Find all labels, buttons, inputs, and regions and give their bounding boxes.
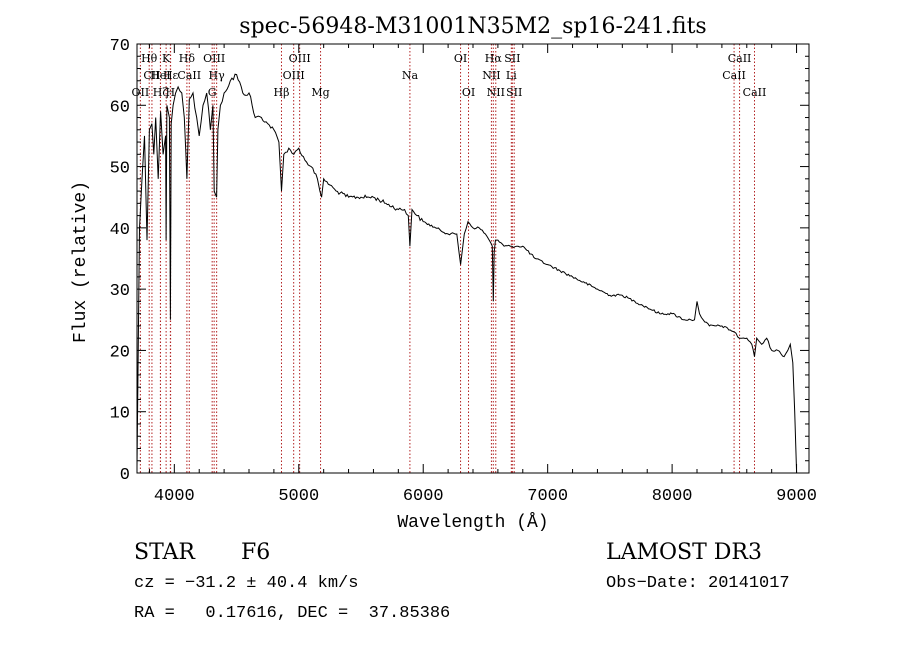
spectral-line-label: OI [454, 52, 467, 65]
x-tick-label: 9000 [776, 487, 817, 506]
plot-frame [136, 43, 810, 474]
spectral-line-label: CaII [177, 69, 201, 82]
x-tick-label: 7000 [527, 487, 568, 506]
spectral-line-label: OIII [203, 52, 225, 65]
spectral-line-label: CaII [722, 69, 746, 82]
y-tick-label: 30 [110, 282, 130, 301]
y-tick-label: 20 [110, 343, 130, 362]
observation-date: Obs−Date: 20141017 [606, 574, 790, 593]
survey-name: LAMOST DR3 [606, 540, 762, 565]
y-axis-ticks: 0 10 20 30 40 50 60 70 [110, 37, 809, 485]
x-axis-label: Wavelength (Å) [397, 512, 548, 533]
x-tick-label: 8000 [652, 487, 693, 506]
spectral-line-label: SII [506, 86, 522, 99]
y-tick-label: 70 [110, 37, 130, 56]
spectral-line-label: Hγ [209, 69, 226, 82]
y-tick-label: 10 [110, 405, 130, 424]
spectral-line-label: Hθ [141, 52, 158, 65]
x-axis-ticks: 4000 5000 6000 7000 8000 9000 [148, 44, 817, 506]
spectral-line-label: HeI [150, 69, 170, 82]
x-tick-label: 6000 [403, 487, 444, 506]
y-tick-label: 60 [110, 98, 130, 117]
x-tick-label: 4000 [154, 487, 195, 506]
spectral-line-markers [139, 44, 755, 473]
spectral-line-label: G [208, 86, 217, 99]
spectral-line-label: OII [132, 86, 150, 99]
spectral-line-label: Na [402, 69, 419, 82]
spectral-line-label: SII [504, 52, 520, 65]
spectral-line-label: CaII [743, 86, 767, 99]
spectral-line-label: Hβ [274, 86, 290, 99]
object-subclass: F6 [241, 540, 271, 565]
spectral-line-label: OIII [289, 52, 311, 65]
spectral-line-label: NII [482, 69, 500, 82]
spectral-line-label: Hε [163, 69, 179, 82]
y-tick-label: 40 [110, 221, 130, 240]
spectral-line-label: H [166, 86, 176, 99]
redshift-cz: cz = −31.2 ± 40.4 km/s [134, 574, 359, 593]
spectral-line-label: OI [462, 86, 475, 99]
coordinates: RA = 0.17616, DEC = 37.85386 [134, 604, 451, 623]
spectral-line-label: NII [487, 86, 505, 99]
y-axis-label: Flux (relative) [71, 181, 91, 343]
spectral-line-label: Mg [311, 86, 329, 99]
spectral-line-label: K [162, 52, 171, 65]
y-tick-label: 0 [120, 466, 130, 485]
spectral-line-label: CII [143, 69, 160, 82]
x-tick-label: 5000 [278, 487, 319, 506]
spectral-line-label: Li [506, 69, 517, 82]
spectral-line-label: CaII [728, 52, 752, 65]
spectral-line-label: Hδ [179, 52, 196, 65]
chart-title: spec-56948-M31001N35M2_sp16-241.fits [239, 14, 706, 39]
object-class: STAR [134, 540, 195, 565]
spectral-line-label: Hζ [153, 86, 169, 99]
y-tick-label: 50 [110, 160, 130, 179]
spectral-line-label: Hα [485, 52, 503, 65]
flux-series-line [136, 73, 798, 474]
spectral-line-label: OIII [283, 69, 305, 82]
